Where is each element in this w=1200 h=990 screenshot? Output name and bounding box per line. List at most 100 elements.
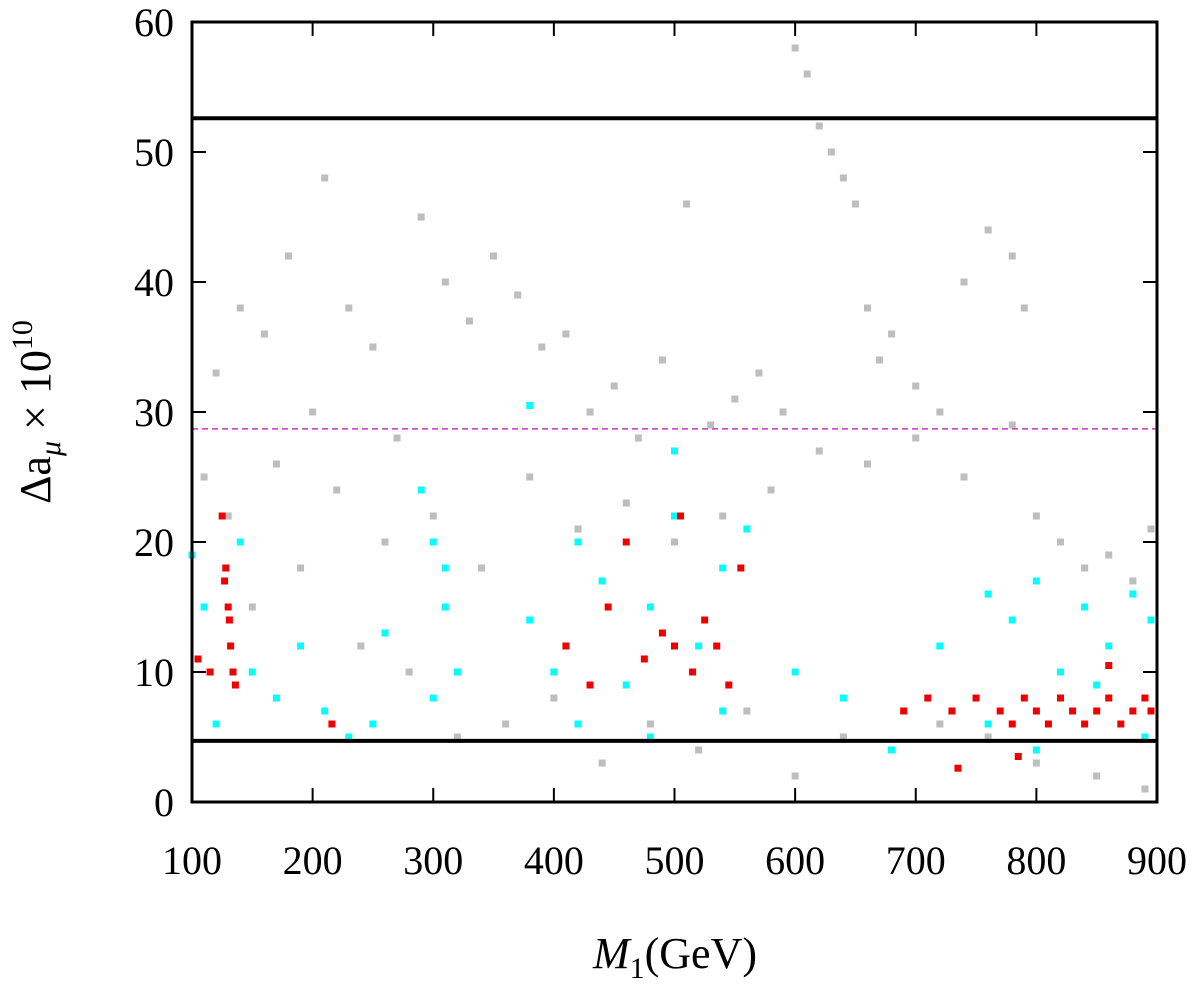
point (357, 642, 365, 650)
point (839, 733, 847, 741)
point (839, 174, 847, 182)
y-label-sub: μ (34, 441, 67, 457)
point (713, 642, 721, 650)
point (815, 122, 823, 130)
point (719, 707, 727, 715)
y-tick-label: 0 (154, 780, 174, 825)
point (1147, 525, 1155, 533)
point (646, 733, 654, 741)
point (677, 512, 685, 520)
point (1044, 720, 1052, 728)
point (731, 395, 739, 403)
point (222, 564, 230, 572)
point (719, 512, 727, 520)
point (345, 733, 353, 741)
point (701, 616, 709, 624)
point (453, 668, 461, 676)
point (502, 720, 510, 728)
point (689, 668, 697, 676)
point (441, 603, 449, 611)
point (526, 402, 534, 409)
y-label-sup: 10 (6, 320, 39, 350)
y-label-mid: × 10 (11, 350, 60, 441)
point (1129, 707, 1137, 715)
point (1105, 694, 1113, 702)
point (1032, 759, 1040, 767)
point (429, 512, 437, 520)
point (369, 343, 377, 351)
point (598, 759, 606, 767)
point (453, 733, 461, 741)
point (671, 512, 678, 520)
point (550, 694, 558, 702)
point (381, 538, 389, 546)
point (1069, 707, 1077, 715)
point (671, 538, 678, 546)
point (285, 252, 292, 260)
point (1141, 733, 1149, 741)
point (1032, 707, 1040, 715)
point (369, 720, 377, 728)
point (297, 564, 305, 572)
x-tick-label: 500 (645, 838, 705, 883)
point (272, 694, 280, 702)
point (1057, 668, 1064, 676)
point (912, 434, 920, 442)
point (876, 356, 884, 364)
point (924, 694, 932, 702)
point (1057, 538, 1064, 546)
point (912, 382, 920, 390)
point (1014, 753, 1022, 760)
point (791, 668, 799, 676)
point (683, 200, 691, 208)
point (996, 707, 1004, 715)
point (429, 538, 437, 546)
point (1008, 616, 1016, 624)
point (1081, 720, 1089, 728)
point (574, 720, 582, 728)
point (1129, 577, 1137, 585)
point (936, 408, 944, 416)
y-tick-label: 20 (134, 520, 174, 565)
point (707, 421, 715, 429)
point (574, 538, 582, 546)
x-label-base: M (592, 929, 632, 978)
point (815, 447, 823, 455)
y-tick-label: 40 (134, 260, 174, 305)
point (803, 70, 811, 78)
point (1147, 707, 1155, 715)
point (827, 148, 835, 156)
point (984, 226, 992, 234)
point (1020, 304, 1028, 312)
point (321, 174, 329, 182)
point (441, 278, 449, 286)
point (1081, 603, 1089, 611)
point (224, 512, 232, 520)
point (441, 564, 449, 572)
point (658, 356, 666, 364)
point (393, 434, 401, 442)
x-tick-label: 600 (765, 838, 825, 883)
point (526, 473, 534, 481)
point (562, 642, 570, 650)
point (478, 564, 485, 572)
point (622, 499, 630, 507)
point (1020, 694, 1028, 702)
point (538, 343, 546, 351)
point (221, 577, 229, 585)
point (1129, 590, 1137, 598)
point (526, 616, 534, 624)
point (381, 629, 389, 637)
point (200, 473, 208, 481)
point (598, 577, 606, 585)
point (1057, 694, 1064, 702)
point (779, 408, 787, 416)
point (695, 746, 703, 754)
point (671, 447, 678, 455)
point (864, 460, 871, 468)
x-tick-label: 400 (524, 838, 584, 883)
point (248, 603, 256, 611)
x-tick-label: 800 (1006, 838, 1066, 883)
point (1117, 720, 1125, 728)
